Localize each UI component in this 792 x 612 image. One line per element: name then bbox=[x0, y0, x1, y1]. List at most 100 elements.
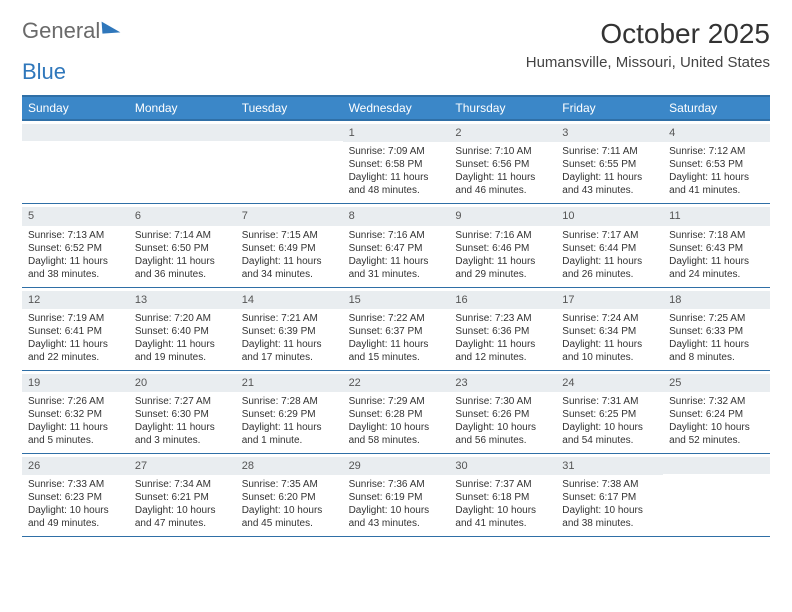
day-number: 18 bbox=[663, 291, 770, 309]
daylight-text: Daylight: 11 hours and 10 minutes. bbox=[562, 338, 657, 364]
sunset-text: Sunset: 6:49 PM bbox=[242, 242, 337, 255]
daylight-text: Daylight: 11 hours and 26 minutes. bbox=[562, 255, 657, 281]
sunrise-text: Sunrise: 7:15 AM bbox=[242, 229, 337, 242]
sunset-text: Sunset: 6:21 PM bbox=[135, 491, 230, 504]
daylight-text: Daylight: 11 hours and 31 minutes. bbox=[349, 255, 444, 281]
sunrise-text: Sunrise: 7:33 AM bbox=[28, 478, 123, 491]
day-cell: 1Sunrise: 7:09 AMSunset: 6:58 PMDaylight… bbox=[343, 121, 450, 203]
sunrise-text: Sunrise: 7:28 AM bbox=[242, 395, 337, 408]
sunset-text: Sunset: 6:18 PM bbox=[455, 491, 550, 504]
day-number: 6 bbox=[129, 207, 236, 225]
day-number: 11 bbox=[663, 207, 770, 225]
sunrise-text: Sunrise: 7:25 AM bbox=[669, 312, 764, 325]
day-number: 15 bbox=[343, 291, 450, 309]
day-header-monday: Monday bbox=[129, 97, 236, 119]
daylight-text: Daylight: 10 hours and 49 minutes. bbox=[28, 504, 123, 530]
sunrise-text: Sunrise: 7:13 AM bbox=[28, 229, 123, 242]
day-cell: 5Sunrise: 7:13 AMSunset: 6:52 PMDaylight… bbox=[22, 204, 129, 286]
day-number: 31 bbox=[556, 457, 663, 475]
daylight-text: Daylight: 11 hours and 8 minutes. bbox=[669, 338, 764, 364]
daylight-text: Daylight: 11 hours and 29 minutes. bbox=[455, 255, 550, 281]
sunrise-text: Sunrise: 7:29 AM bbox=[349, 395, 444, 408]
day-cell: 23Sunrise: 7:30 AMSunset: 6:26 PMDayligh… bbox=[449, 371, 556, 453]
calendar-grid: Sunday Monday Tuesday Wednesday Thursday… bbox=[22, 95, 770, 537]
daylight-text: Daylight: 10 hours and 43 minutes. bbox=[349, 504, 444, 530]
day-header-sunday: Sunday bbox=[22, 97, 129, 119]
sunrise-text: Sunrise: 7:16 AM bbox=[349, 229, 444, 242]
sunrise-text: Sunrise: 7:14 AM bbox=[135, 229, 230, 242]
sunset-text: Sunset: 6:37 PM bbox=[349, 325, 444, 338]
day-cell: 20Sunrise: 7:27 AMSunset: 6:30 PMDayligh… bbox=[129, 371, 236, 453]
day-header-saturday: Saturday bbox=[663, 97, 770, 119]
day-number: 14 bbox=[236, 291, 343, 309]
sunset-text: Sunset: 6:50 PM bbox=[135, 242, 230, 255]
day-number: 17 bbox=[556, 291, 663, 309]
day-number: 28 bbox=[236, 457, 343, 475]
sunrise-text: Sunrise: 7:34 AM bbox=[135, 478, 230, 491]
sunset-text: Sunset: 6:46 PM bbox=[455, 242, 550, 255]
daylight-text: Daylight: 10 hours and 38 minutes. bbox=[562, 504, 657, 530]
sunrise-text: Sunrise: 7:26 AM bbox=[28, 395, 123, 408]
logo-triangle-icon bbox=[102, 20, 121, 33]
sunrise-text: Sunrise: 7:17 AM bbox=[562, 229, 657, 242]
day-cell: 16Sunrise: 7:23 AMSunset: 6:36 PMDayligh… bbox=[449, 288, 556, 370]
sunset-text: Sunset: 6:58 PM bbox=[349, 158, 444, 171]
sunset-text: Sunset: 6:47 PM bbox=[349, 242, 444, 255]
day-cell: 11Sunrise: 7:18 AMSunset: 6:43 PMDayligh… bbox=[663, 204, 770, 286]
day-cell: 12Sunrise: 7:19 AMSunset: 6:41 PMDayligh… bbox=[22, 288, 129, 370]
daylight-text: Daylight: 10 hours and 52 minutes. bbox=[669, 421, 764, 447]
day-header-wednesday: Wednesday bbox=[343, 97, 450, 119]
day-header-row: Sunday Monday Tuesday Wednesday Thursday… bbox=[22, 95, 770, 121]
day-number: 7 bbox=[236, 207, 343, 225]
sunset-text: Sunset: 6:34 PM bbox=[562, 325, 657, 338]
day-number: 20 bbox=[129, 374, 236, 392]
sunrise-text: Sunrise: 7:16 AM bbox=[455, 229, 550, 242]
sunrise-text: Sunrise: 7:37 AM bbox=[455, 478, 550, 491]
week-row: 12Sunrise: 7:19 AMSunset: 6:41 PMDayligh… bbox=[22, 288, 770, 371]
logo: General bbox=[22, 18, 124, 44]
day-cell: 28Sunrise: 7:35 AMSunset: 6:20 PMDayligh… bbox=[236, 454, 343, 536]
month-title: October 2025 bbox=[526, 18, 770, 50]
sunrise-text: Sunrise: 7:12 AM bbox=[669, 145, 764, 158]
day-number: 5 bbox=[22, 207, 129, 225]
day-cell: 29Sunrise: 7:36 AMSunset: 6:19 PMDayligh… bbox=[343, 454, 450, 536]
daylight-text: Daylight: 11 hours and 43 minutes. bbox=[562, 171, 657, 197]
day-number: 21 bbox=[236, 374, 343, 392]
day-number: 29 bbox=[343, 457, 450, 475]
day-number: 4 bbox=[663, 124, 770, 142]
day-cell bbox=[236, 121, 343, 203]
daylight-text: Daylight: 10 hours and 41 minutes. bbox=[455, 504, 550, 530]
sunrise-text: Sunrise: 7:38 AM bbox=[562, 478, 657, 491]
sunset-text: Sunset: 6:43 PM bbox=[669, 242, 764, 255]
day-number: 13 bbox=[129, 291, 236, 309]
day-cell: 3Sunrise: 7:11 AMSunset: 6:55 PMDaylight… bbox=[556, 121, 663, 203]
sunrise-text: Sunrise: 7:30 AM bbox=[455, 395, 550, 408]
daylight-text: Daylight: 10 hours and 54 minutes. bbox=[562, 421, 657, 447]
day-cell: 27Sunrise: 7:34 AMSunset: 6:21 PMDayligh… bbox=[129, 454, 236, 536]
sunrise-text: Sunrise: 7:35 AM bbox=[242, 478, 337, 491]
day-number: 23 bbox=[449, 374, 556, 392]
day-cell: 6Sunrise: 7:14 AMSunset: 6:50 PMDaylight… bbox=[129, 204, 236, 286]
daylight-text: Daylight: 10 hours and 47 minutes. bbox=[135, 504, 230, 530]
day-cell: 26Sunrise: 7:33 AMSunset: 6:23 PMDayligh… bbox=[22, 454, 129, 536]
sunset-text: Sunset: 6:56 PM bbox=[455, 158, 550, 171]
week-row: 1Sunrise: 7:09 AMSunset: 6:58 PMDaylight… bbox=[22, 121, 770, 204]
day-number bbox=[129, 124, 236, 141]
day-cell: 25Sunrise: 7:32 AMSunset: 6:24 PMDayligh… bbox=[663, 371, 770, 453]
day-cell: 30Sunrise: 7:37 AMSunset: 6:18 PMDayligh… bbox=[449, 454, 556, 536]
sunrise-text: Sunrise: 7:18 AM bbox=[669, 229, 764, 242]
sunset-text: Sunset: 6:40 PM bbox=[135, 325, 230, 338]
sunset-text: Sunset: 6:29 PM bbox=[242, 408, 337, 421]
sunset-text: Sunset: 6:53 PM bbox=[669, 158, 764, 171]
sunrise-text: Sunrise: 7:23 AM bbox=[455, 312, 550, 325]
day-header-friday: Friday bbox=[556, 97, 663, 119]
day-cell: 4 Sunrise: 7:12 AMSunset: 6:53 PMDaylight… bbox=[663, 121, 770, 203]
daylight-text: Daylight: 11 hours and 41 minutes. bbox=[669, 171, 764, 197]
sunrise-text: Sunrise: 7:27 AM bbox=[135, 395, 230, 408]
day-cell: 14Sunrise: 7:21 AMSunset: 6:39 PMDayligh… bbox=[236, 288, 343, 370]
sunrise-text: Sunrise: 7:24 AM bbox=[562, 312, 657, 325]
sunrise-text: Sunrise: 7:09 AM bbox=[349, 145, 444, 158]
day-cell bbox=[129, 121, 236, 203]
day-number: 25 bbox=[663, 374, 770, 392]
sunrise-text: Sunrise: 7:21 AM bbox=[242, 312, 337, 325]
